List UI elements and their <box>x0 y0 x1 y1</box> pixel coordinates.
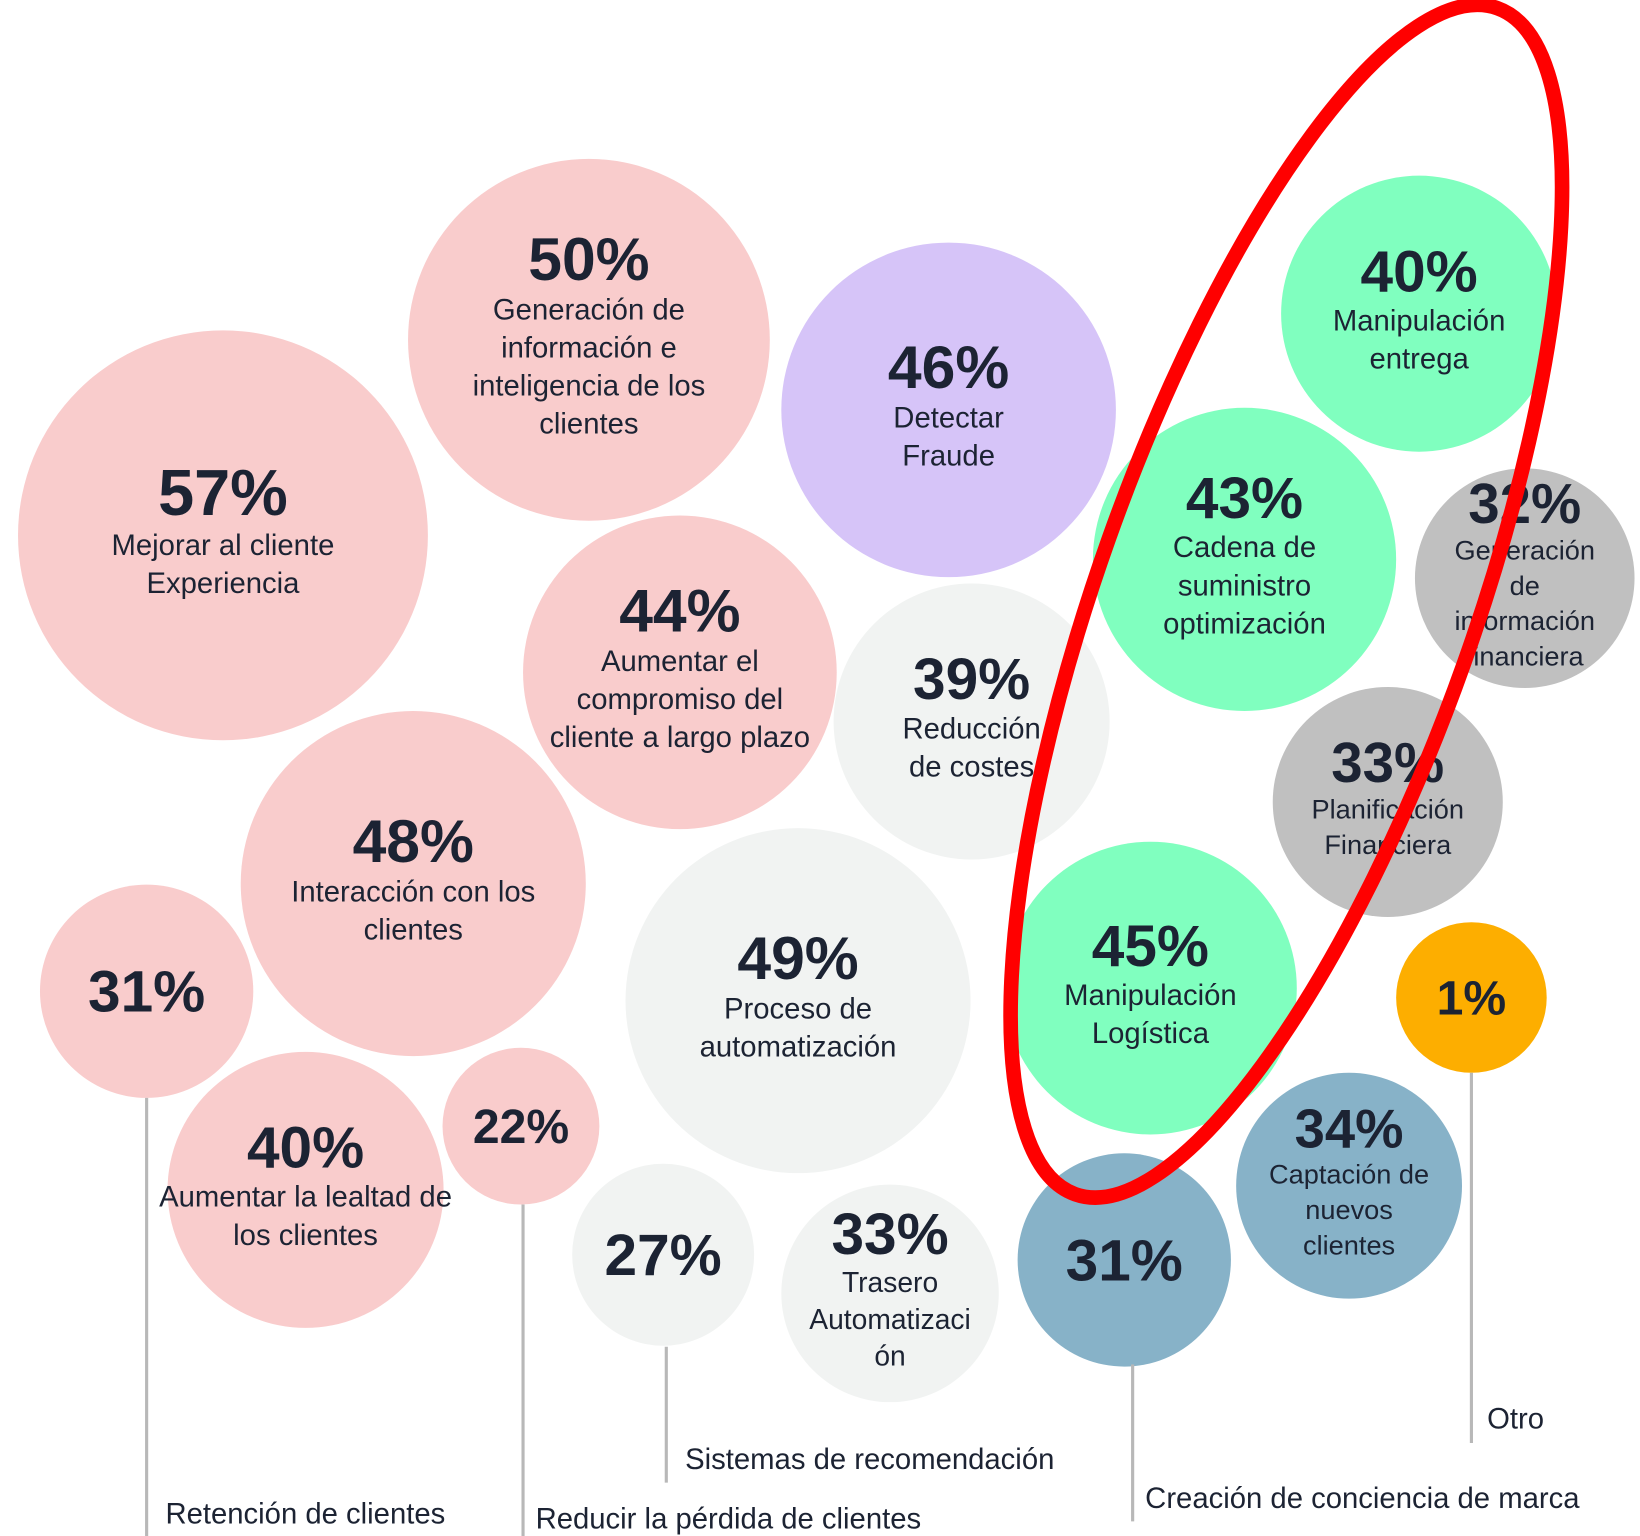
callout-label: Reducir la pérdida de clientes <box>536 1504 922 1536</box>
bubble-label: Manipulación <box>1333 306 1505 338</box>
callout-label: Sistemas de recomendación <box>685 1444 1054 1476</box>
labels: 57%Mejorar al clienteExperiencia50%Gener… <box>88 225 1595 1536</box>
bubble-label: Interacción con los <box>291 876 535 908</box>
bubble-label: clientes <box>539 409 638 441</box>
bubble-label: los clientes <box>233 1220 378 1252</box>
value-label: 27% <box>605 1223 722 1288</box>
value-label: 48% <box>353 807 474 875</box>
bubble <box>1396 922 1547 1073</box>
bubble <box>1236 1072 1463 1299</box>
bubble <box>1017 1153 1231 1367</box>
highlight-ellipse <box>1003 0 1570 1205</box>
bubble <box>572 1163 755 1346</box>
bubble-label: Trasero <box>842 1266 938 1298</box>
callout-label: Creación de conciencia de marca <box>1145 1483 1580 1515</box>
bubble-label: clientes <box>1303 1229 1395 1260</box>
bubble-label: de <box>1510 570 1540 601</box>
bubble-label: Fraude <box>902 441 995 473</box>
bubble <box>39 884 254 1098</box>
bubbles <box>18 158 1635 1536</box>
bubble-label: Generación <box>1454 534 1594 565</box>
value-label: 31% <box>88 960 205 1025</box>
bubble-label: compromiso del <box>577 684 784 716</box>
bubble <box>1004 841 1297 1135</box>
value-label: 39% <box>913 647 1030 712</box>
bubble-label: Cadena de <box>1173 532 1316 564</box>
bubble-label: nuevos <box>1305 1194 1393 1225</box>
bubble-label: Reducción <box>902 713 1040 745</box>
value-label: 40% <box>1361 239 1478 304</box>
bubble <box>625 828 971 1174</box>
bubble-label: Proceso de <box>724 993 872 1025</box>
bubble-label: inteligencia de los <box>473 371 706 403</box>
bubble <box>408 158 770 521</box>
bubble <box>1092 407 1397 712</box>
bubble <box>1281 175 1558 452</box>
value-label: 33% <box>831 1202 948 1267</box>
bubble-label: cliente a largo plazo <box>550 722 810 754</box>
value-label: 46% <box>888 333 1009 401</box>
value-label: 34% <box>1295 1098 1404 1159</box>
bubble-label: optimización <box>1163 608 1326 640</box>
bubble-label: Detectar <box>893 403 1004 435</box>
bubble-label: Mejorar al cliente <box>112 530 335 562</box>
bubble-label: Automatizaci <box>809 1303 971 1335</box>
value-label: 22% <box>473 1100 569 1154</box>
bubble-label: automatización <box>700 1031 897 1063</box>
value-label: 49% <box>737 924 858 992</box>
bubble-label: Generación de <box>493 295 685 327</box>
bubble-label: Manipulación <box>1064 980 1236 1012</box>
value-label: 43% <box>1186 466 1303 531</box>
bubble-label: entrega <box>1370 344 1470 376</box>
value-label: 40% <box>247 1116 364 1181</box>
bubble <box>523 515 837 830</box>
bubble-label: Planificación <box>1311 794 1464 825</box>
bubble <box>781 242 1116 578</box>
bubble <box>781 1184 999 1403</box>
bubble <box>1272 686 1503 917</box>
bubble-label: Experiencia <box>146 568 300 600</box>
bubble-label: Aumentar la lealtad de <box>159 1182 452 1214</box>
bubble-label: de costes <box>909 751 1034 783</box>
callout-label: Otro <box>1487 1403 1544 1435</box>
value-label: 50% <box>528 225 649 293</box>
value-label: 57% <box>158 456 288 529</box>
bubble-label: ón <box>874 1340 905 1372</box>
bubble <box>18 330 428 741</box>
bubble-label: información e <box>501 333 677 365</box>
bubble-label: financiera <box>1466 640 1585 671</box>
bubble <box>167 1051 444 1328</box>
bubble <box>240 711 586 1057</box>
bubble-label: Logística <box>1092 1018 1210 1050</box>
bubble-label: Captación de <box>1269 1159 1429 1190</box>
bubble-label: Aumentar el <box>601 646 759 678</box>
value-label: 44% <box>619 577 740 645</box>
value-label: 1% <box>1437 971 1506 1025</box>
bubble-label: suministro <box>1178 570 1311 602</box>
value-label: 45% <box>1092 914 1209 979</box>
bubble <box>442 1047 600 1205</box>
callout-label: Retención de clientes <box>165 1498 445 1530</box>
bubble-label: clientes <box>364 914 463 946</box>
value-label: 31% <box>1066 1228 1183 1293</box>
